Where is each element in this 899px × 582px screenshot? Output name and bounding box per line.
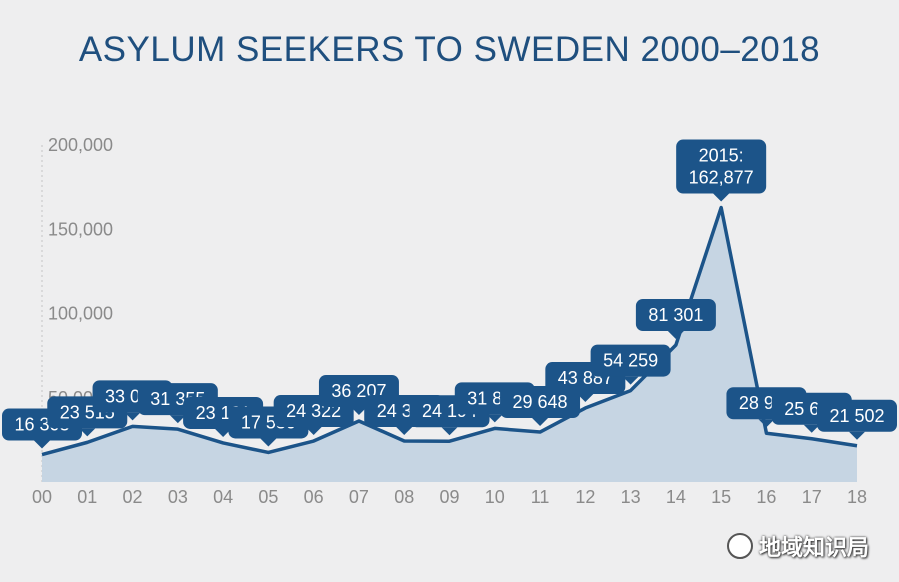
data-label-text: 162,877 [689, 168, 754, 188]
data-label-pointer [622, 376, 639, 385]
data-label-pointer [803, 424, 820, 433]
data-label-text: 21 502 [829, 406, 884, 426]
x-tick-label: 11 [531, 487, 550, 507]
data-label: 2015:162,877 [676, 139, 767, 202]
data-label-pointer [441, 427, 458, 436]
series-line [41, 205, 858, 457]
x-tick-label: 07 [349, 487, 369, 507]
data-label-pointer [532, 418, 549, 427]
x-tick-label: 05 [258, 487, 278, 507]
data-label-pointer [79, 428, 96, 437]
x-tick-label: 13 [621, 487, 641, 507]
data-label-pointer [34, 440, 50, 449]
x-tick-label: 04 [213, 487, 233, 507]
x-tick-label: 10 [485, 487, 505, 507]
y-tick-label: 150,000 [48, 219, 113, 239]
data-label-box [676, 139, 767, 194]
x-tick-label: 09 [439, 487, 459, 507]
data-label-text: 2015: [699, 146, 744, 166]
x-tick-label: 06 [304, 487, 324, 507]
watermark-text: 地域知识局 [758, 536, 869, 561]
y-tick-label: 100,000 [48, 304, 113, 324]
x-tick-label: 17 [802, 487, 822, 507]
data-label-pointer [667, 331, 684, 340]
x-tick-label: 14 [666, 487, 686, 507]
data-label-pointer [169, 415, 186, 424]
data-label: 81 301 [635, 299, 716, 340]
data-label: 29 648 [500, 386, 581, 427]
wechat-logo-icon [726, 533, 753, 559]
data-label-box [590, 344, 671, 377]
x-tick-label: 08 [394, 487, 414, 507]
data-label-text: 81 301 [648, 305, 703, 325]
x-tick-label: 12 [575, 487, 595, 507]
data-label-pointer [577, 394, 594, 403]
y-tick-label: 200,000 [48, 135, 113, 155]
data-label-box [635, 299, 716, 332]
chart-title: ASYLUM SEEKERS TO SWEDEN 2000–2018 [78, 30, 821, 69]
area-fill [42, 207, 857, 483]
data-label-pointer [305, 427, 322, 436]
x-tick-label: 00 [32, 487, 52, 507]
data-label: 54 259 [590, 344, 671, 385]
data-label-pointer [350, 406, 367, 415]
data-label-text: 54 259 [603, 351, 658, 371]
x-tick-label: 16 [756, 487, 776, 507]
data-label: 21 502 [817, 399, 897, 440]
data-label-pointer [758, 419, 775, 428]
data-label-box [817, 399, 897, 432]
x-tick-label: 03 [168, 487, 188, 507]
x-tick-label: 18 [847, 487, 867, 507]
data-label-pointer [396, 426, 413, 435]
data-label-pointer [260, 438, 277, 447]
data-label-text: 29 648 [513, 392, 568, 412]
data-label-pointer [849, 431, 865, 440]
watermark: 地域知识局 [726, 530, 869, 562]
x-tick-label: 15 [711, 487, 731, 507]
data-label-pointer [124, 412, 141, 421]
data-label-pointer [486, 414, 503, 423]
data-label-pointer [215, 428, 232, 437]
x-tick-label: 01 [77, 487, 97, 507]
x-tick-label: 02 [123, 487, 143, 507]
data-label-pointer [713, 193, 730, 202]
